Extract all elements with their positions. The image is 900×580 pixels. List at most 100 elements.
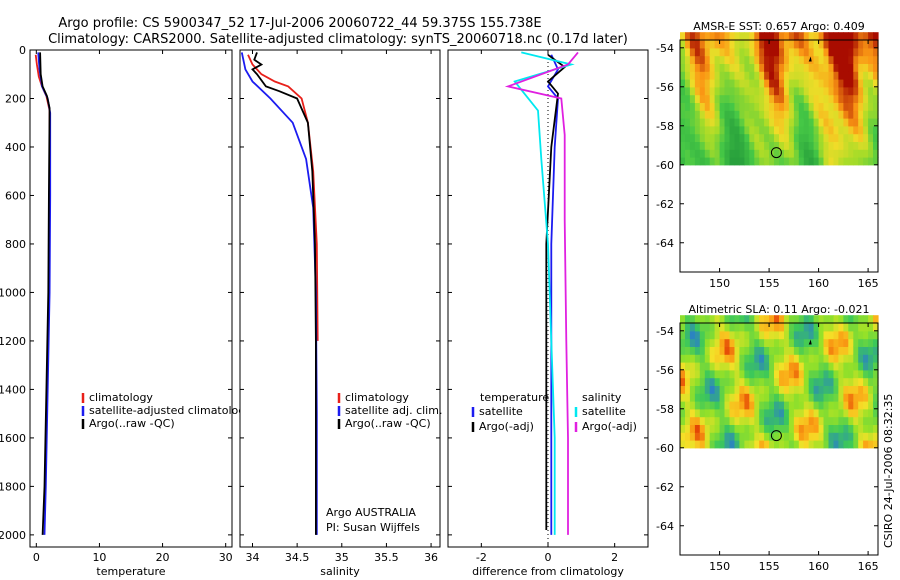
heatmap-cell [714,40,721,49]
heatmap-cell [714,432,721,441]
heatmap-cell [729,440,736,449]
heatmap-cell [788,32,795,41]
heatmap-cell [808,47,815,57]
heatmap-cell [788,94,795,103]
heatmap-cell [685,102,691,111]
heatmap-cell [843,71,849,80]
heatmap-cell [734,32,740,41]
heatmap-cell [699,416,706,425]
heatmap-cell [784,94,790,103]
heatmap-cell [709,118,716,127]
heatmap-cell [848,323,854,332]
heatmap-cell [798,149,805,158]
heatmap-cell [793,47,800,57]
heatmap-cell [719,354,726,363]
heatmap-cell [808,32,815,41]
heatmap-cell [754,393,760,402]
heatmap-cell [704,141,711,150]
heatmap-cell [729,47,736,57]
heatmap-cell [714,362,721,371]
heatmap-cell [704,71,711,80]
heatmap-cell [694,424,701,433]
heatmap-cell [764,346,770,355]
heatmap-cell [873,424,879,433]
heatmap-cell [873,157,879,166]
heatmap-cell [754,346,760,355]
heatmap-cell [838,401,844,410]
heatmap-cell [774,362,780,371]
heatmap-cell [749,338,755,347]
x-tick-label: 155 [759,277,780,290]
heatmap-cell [774,118,780,127]
heatmap-cell [699,424,706,433]
heatmap-cell [754,315,760,324]
heatmap-cell [759,40,765,49]
heatmap-cell [838,393,844,402]
heatmap-cell [699,323,706,332]
heatmap-cell [808,377,815,386]
heatmap-cell [739,63,745,72]
heatmap-cell [853,40,859,49]
heatmap-cell [729,338,736,347]
heatmap-cell [724,102,731,111]
heatmap-cell [769,401,775,410]
heatmap-cell [779,102,785,111]
heatmap-cell [798,157,805,166]
heatmap-cell [744,330,750,340]
heatmap-cell [759,416,765,425]
heatmap-cell [784,32,790,41]
heatmap-cell [709,32,716,41]
heatmap-cell [689,416,696,425]
heatmap-cell [774,55,780,64]
heatmap-cell [873,32,879,41]
heatmap-cell [744,55,750,64]
heatmap-cell [868,71,874,80]
heatmap-cell [714,102,721,111]
heatmap-cell [749,118,755,127]
heatmap-cell [774,94,780,103]
x-tick-label: 35 [335,551,349,564]
heatmap-cell [808,315,815,324]
heatmap-cell [798,32,805,41]
heatmap-cell [813,141,820,150]
heatmap-cell [823,408,830,418]
heatmap-cell [734,346,740,355]
heatmap-cell [709,393,716,402]
heatmap-cell [868,369,874,379]
heatmap-cell [823,323,830,332]
heatmap-cell [823,55,830,64]
heatmap-cell [873,330,879,340]
heatmap-cell [818,133,825,142]
heatmap-cell [833,157,839,166]
heatmap-cell [813,440,820,449]
heatmap-cell [694,362,701,371]
heatmap-cell [784,330,790,340]
heatmap-cell [724,377,731,386]
heatmap-cell [714,133,721,142]
heatmap-cell [764,141,770,150]
heatmap-cell [813,149,820,158]
heatmap-cell [759,110,765,119]
heatmap-cell [818,86,825,96]
heatmap-cell [843,94,849,103]
heatmap-cell [774,315,780,324]
heatmap-cell [759,157,765,166]
heatmap-cell [714,118,721,127]
heatmap-cell [694,118,701,127]
heatmap-cell [868,393,874,402]
heatmap-cell [853,432,859,441]
heatmap-cell [818,125,825,135]
heatmap-cell [694,141,701,150]
heatmap-cell [779,133,785,142]
heatmap-cell [873,133,879,142]
heatmap-cell [714,110,721,119]
heatmap-cell [699,393,706,402]
heatmap-cell [858,157,864,166]
heatmap-cell [798,102,805,111]
heatmap-cell [823,362,830,371]
heatmap-cell [689,377,696,386]
heatmap-cell [813,369,820,379]
heatmap-cell [759,102,765,111]
heatmap-cell [779,94,785,103]
heatmap-cell [764,102,770,111]
